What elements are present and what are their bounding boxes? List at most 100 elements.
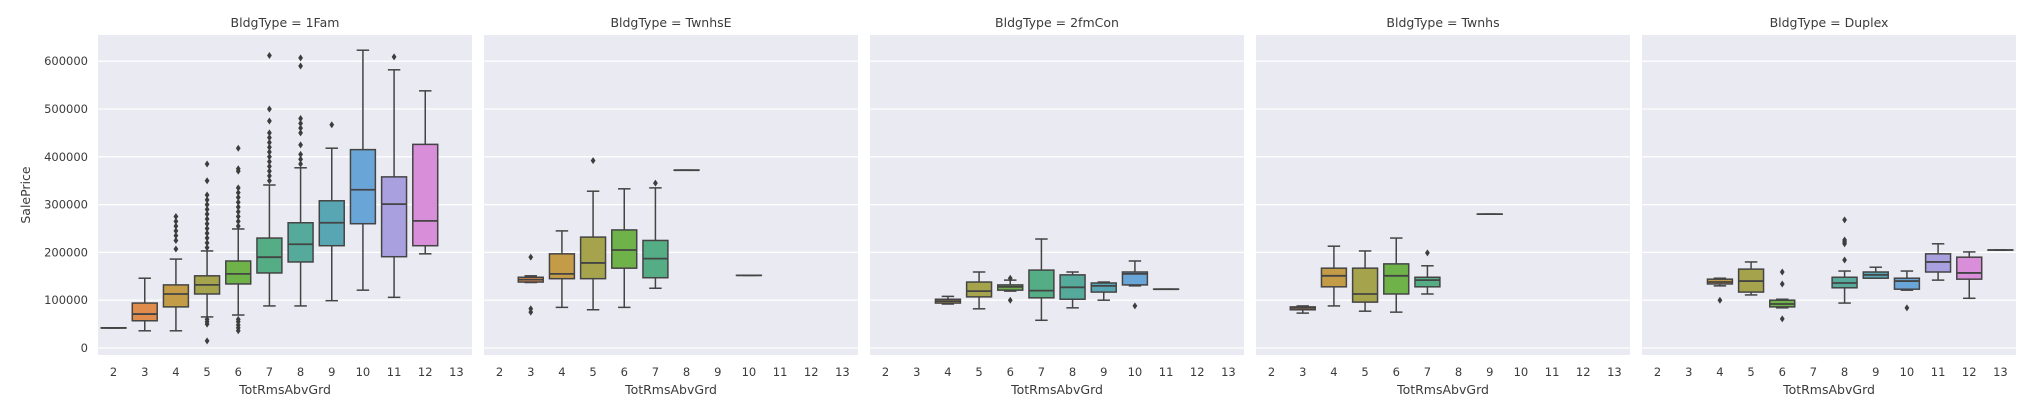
box-iqr bbox=[350, 150, 375, 224]
y-tick-label: 400000 bbox=[44, 150, 88, 164]
box-iqr bbox=[163, 285, 188, 307]
box-iqr bbox=[1894, 278, 1919, 289]
x-tick-label: 2 bbox=[110, 365, 117, 379]
box-iqr bbox=[413, 144, 438, 245]
x-tick-label: 5 bbox=[589, 365, 596, 379]
box-iqr bbox=[257, 238, 282, 273]
x-tick-label: 12 bbox=[1962, 365, 1977, 379]
x-tick-label: 12 bbox=[418, 365, 433, 379]
x-tick-label: 10 bbox=[1900, 365, 1915, 379]
box-iqr bbox=[1415, 277, 1440, 287]
x-tick-label: 9 bbox=[1872, 365, 1879, 379]
x-tick-label: 6 bbox=[621, 365, 628, 379]
x-tick-label: 9 bbox=[1100, 365, 1107, 379]
x-tick-label: 2 bbox=[882, 365, 889, 379]
x-tick-label: 7 bbox=[266, 365, 273, 379]
x-tick-label: 5 bbox=[1361, 365, 1368, 379]
x-tick-label: 12 bbox=[1190, 365, 1205, 379]
x-tick-label: 4 bbox=[944, 365, 951, 379]
x-axis-label: TotRmsAbvGrd bbox=[1396, 382, 1489, 397]
y-tick-label: 500000 bbox=[44, 102, 88, 116]
plot-background bbox=[870, 35, 1244, 355]
x-axis-label: TotRmsAbvGrd bbox=[1010, 382, 1103, 397]
plot-background bbox=[484, 35, 858, 355]
plot-background bbox=[1642, 35, 2016, 355]
y-tick-label: 200000 bbox=[44, 245, 88, 259]
x-tick-label: 6 bbox=[1007, 365, 1014, 379]
y-tick-label: 600000 bbox=[44, 54, 88, 68]
box-iqr bbox=[1353, 268, 1378, 302]
box-iqr bbox=[1091, 283, 1116, 292]
box-iqr bbox=[382, 177, 407, 257]
x-tick-label: 4 bbox=[1330, 365, 1337, 379]
x-tick-label: 12 bbox=[804, 365, 819, 379]
x-tick-label: 2 bbox=[1654, 365, 1661, 379]
x-tick-label: 8 bbox=[1069, 365, 1076, 379]
x-tick-label: 9 bbox=[328, 365, 335, 379]
x-tick-label: 9 bbox=[1486, 365, 1493, 379]
y-tick-label: 300000 bbox=[44, 198, 88, 212]
x-tick-label: 7 bbox=[1810, 365, 1817, 379]
box-iqr bbox=[132, 303, 157, 321]
x-tick-label: 3 bbox=[1299, 365, 1306, 379]
panel-title: BldgType = 1Fam bbox=[231, 15, 340, 30]
x-tick-label: 8 bbox=[683, 365, 690, 379]
panel-title: BldgType = 2fmCon bbox=[995, 15, 1119, 30]
x-tick-label: 13 bbox=[1993, 365, 2008, 379]
x-tick-label: 9 bbox=[714, 365, 721, 379]
box-iqr bbox=[1384, 264, 1409, 294]
x-tick-label: 7 bbox=[652, 365, 659, 379]
x-tick-label: 6 bbox=[1393, 365, 1400, 379]
x-tick-label: 5 bbox=[1747, 365, 1754, 379]
x-tick-label: 13 bbox=[1607, 365, 1622, 379]
x-tick-label: 7 bbox=[1038, 365, 1045, 379]
box-iqr bbox=[226, 261, 251, 284]
x-tick-label: 3 bbox=[527, 365, 534, 379]
x-tick-label: 13 bbox=[449, 365, 464, 379]
x-axis-label: TotRmsAbvGrd bbox=[624, 382, 717, 397]
panel-title: BldgType = Duplex bbox=[1770, 15, 1889, 30]
x-tick-label: 13 bbox=[1221, 365, 1236, 379]
x-tick-label: 4 bbox=[172, 365, 179, 379]
x-tick-label: 11 bbox=[1931, 365, 1946, 379]
y-tick-label: 100000 bbox=[44, 293, 88, 307]
y-tick-label: 0 bbox=[81, 341, 88, 355]
x-tick-label: 4 bbox=[1716, 365, 1723, 379]
panel-title: BldgType = Twnhs bbox=[1386, 15, 1499, 30]
box-iqr bbox=[1957, 257, 1982, 279]
x-tick-label: 4 bbox=[558, 365, 565, 379]
box-iqr bbox=[288, 223, 313, 262]
x-tick-label: 11 bbox=[773, 365, 788, 379]
panel-title: BldgType = TwnhsE bbox=[610, 15, 731, 30]
x-tick-label: 11 bbox=[1159, 365, 1174, 379]
x-tick-label: 6 bbox=[235, 365, 242, 379]
x-tick-label: 8 bbox=[297, 365, 304, 379]
box-iqr bbox=[581, 237, 606, 279]
x-tick-label: 10 bbox=[1514, 365, 1529, 379]
box-iqr bbox=[1926, 254, 1951, 272]
x-tick-label: 7 bbox=[1424, 365, 1431, 379]
x-tick-label: 3 bbox=[913, 365, 920, 379]
x-tick-label: 2 bbox=[496, 365, 503, 379]
x-tick-label: 6 bbox=[1779, 365, 1786, 379]
x-axis-label: TotRmsAbvGrd bbox=[238, 382, 331, 397]
x-tick-label: 10 bbox=[356, 365, 371, 379]
x-tick-label: 11 bbox=[1545, 365, 1560, 379]
x-tick-label: 8 bbox=[1841, 365, 1848, 379]
x-tick-label: 13 bbox=[835, 365, 850, 379]
x-tick-label: 5 bbox=[975, 365, 982, 379]
box-iqr bbox=[967, 282, 992, 297]
x-tick-label: 11 bbox=[387, 365, 402, 379]
box-iqr bbox=[612, 230, 637, 268]
x-tick-label: 2 bbox=[1268, 365, 1275, 379]
x-tick-label: 8 bbox=[1455, 365, 1462, 379]
x-tick-label: 3 bbox=[1685, 365, 1692, 379]
box-iqr bbox=[1321, 268, 1346, 287]
box-iqr bbox=[1029, 270, 1054, 298]
x-tick-label: 5 bbox=[203, 365, 210, 379]
